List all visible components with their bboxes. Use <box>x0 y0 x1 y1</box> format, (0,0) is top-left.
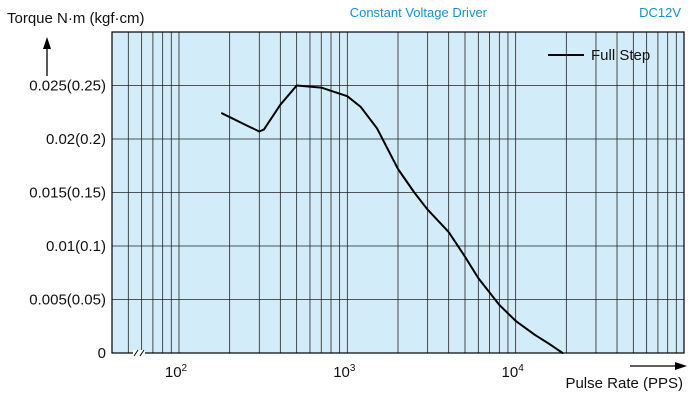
y-tick-label: 0.01(0.1) <box>46 238 106 255</box>
series-line-full-step <box>221 84 564 354</box>
legend: Full Step <box>548 47 650 64</box>
y-axis-title: Torque N·m (kgf·cm) <box>7 10 145 27</box>
voltage-label: DC12V <box>639 5 681 20</box>
plot-frame <box>111 31 685 354</box>
x-tick-label: 102 <box>165 363 188 381</box>
axis-break-gap <box>133 350 145 356</box>
axis-break-slash <box>139 349 145 357</box>
legend-label: Full Step <box>591 47 650 64</box>
y-tick-label: 0.005(0.05) <box>29 292 106 309</box>
y-tick-label: 0 <box>98 345 106 362</box>
y-axis-arrow <box>43 37 51 76</box>
y-tick-label: 0.015(0.15) <box>29 185 106 202</box>
x-axis-title: Pulse Rate (PPS) <box>565 375 683 392</box>
axis-break-mark <box>133 349 145 357</box>
driver-label: Constant Voltage Driver <box>350 5 488 20</box>
y-tick-label: 0.02(0.2) <box>46 131 106 148</box>
axis-break-slash <box>133 349 139 357</box>
x-tick-label: 103 <box>333 363 356 381</box>
y-tick-label: 0.025(0.25) <box>29 78 106 95</box>
x-tick-label: 104 <box>502 363 525 381</box>
x-axis-arrow <box>630 362 687 370</box>
